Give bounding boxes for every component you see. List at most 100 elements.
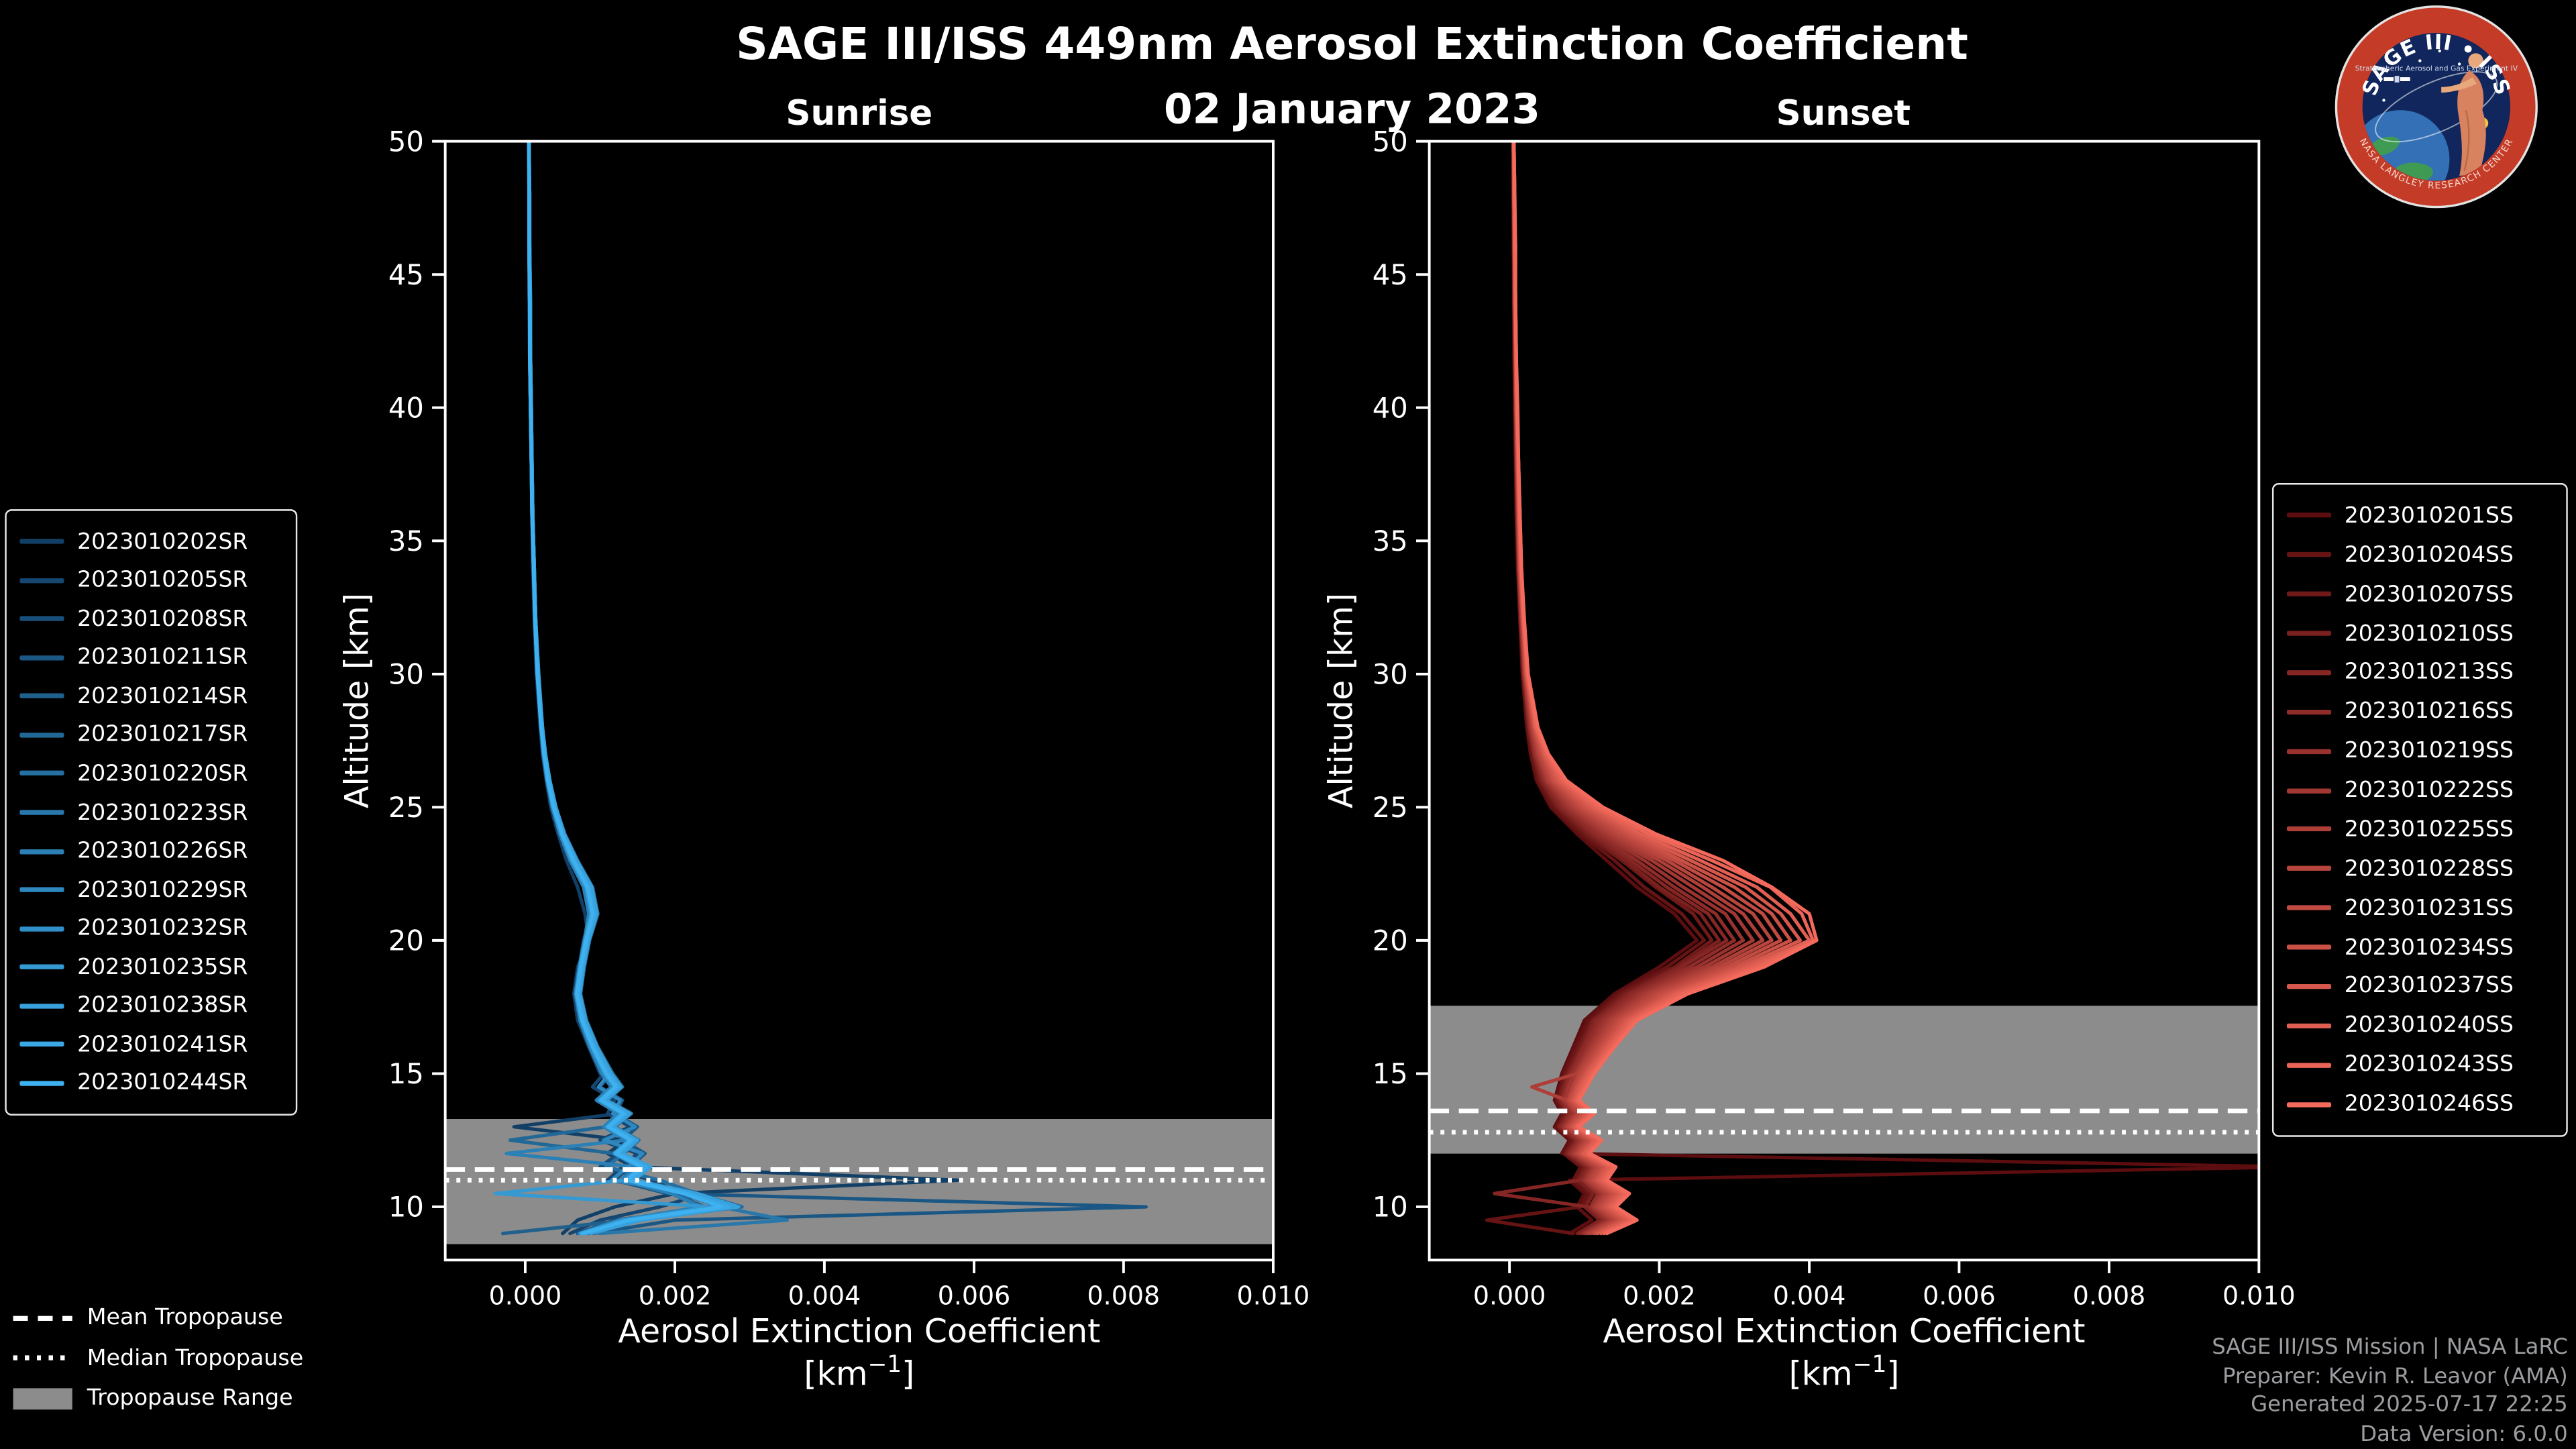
y-tick-label: 35	[1373, 525, 1408, 557]
legend-line-swatch	[19, 616, 64, 622]
legend-line-swatch	[19, 1042, 64, 1047]
legend-label: 2023010223SR	[77, 799, 248, 826]
legend-line-swatch	[2286, 1102, 2332, 1107]
legend-item: 2023010225SS	[2286, 816, 2553, 843]
legend-item: 2023010208SR	[19, 606, 282, 632]
tropopause-range-legend-item: Tropopause Range	[13, 1379, 304, 1419]
legend-line-swatch	[19, 694, 64, 699]
legend-item: 2023010213SS	[2286, 659, 2553, 686]
legend-line-swatch	[19, 849, 64, 854]
profile-line-2023010223SR	[527, 141, 789, 1236]
median-tropopause-legend-item: Median Tropopause	[13, 1338, 304, 1379]
y-tick-label: 25	[388, 791, 424, 824]
profile-line-2023010241SR	[527, 141, 731, 1236]
legend-line-swatch	[2286, 709, 2332, 714]
legend-item: 2023010204SS	[2286, 541, 2553, 568]
axes-frame	[1428, 140, 2261, 1262]
profile-line-2023010229SR	[527, 141, 729, 1236]
legend-item: 2023010237SS	[2286, 973, 2553, 1000]
profile-line-2023010244SR	[527, 141, 723, 1236]
legend-item: 2023010229SR	[19, 877, 282, 903]
y-tick-label: 45	[1373, 258, 1408, 291]
legend-item: 2023010232SR	[19, 916, 282, 942]
legend-label: 2023010237SS	[2344, 973, 2514, 1000]
legend-line-swatch	[2286, 591, 2332, 597]
legend-item: 2023010238SR	[19, 993, 282, 1019]
legend-label: 2023010220SR	[77, 760, 248, 787]
legend-item: 2023010216SS	[2286, 698, 2553, 725]
legend-line-swatch	[2286, 748, 2332, 754]
legend-item: 2023010235SR	[19, 954, 282, 980]
x-tick-label: 0.002	[1623, 1281, 1696, 1310]
legend-label: 2023010213SS	[2344, 659, 2514, 686]
legend-line-swatch	[2286, 788, 2332, 793]
legend-label: 2023010204SS	[2344, 541, 2514, 568]
legend-item: 2023010244SR	[19, 1070, 282, 1097]
legend-line-swatch	[2286, 983, 2332, 989]
legend-label: 2023010244SR	[77, 1070, 248, 1097]
earth-icon	[2362, 110, 2450, 181]
legend-line-swatch	[2286, 1023, 2332, 1028]
legend-label: 2023010202SR	[77, 528, 248, 555]
legend-item: 2023010201SS	[2286, 502, 2553, 529]
y-tick-label: 40	[1373, 391, 1408, 424]
sage-iss-logo: SAGE III • ISS Stratospheric Aerosol and…	[2334, 5, 2538, 209]
legend-item: 2023010220SR	[19, 761, 282, 787]
profile-line-2023010220SR	[527, 141, 744, 1236]
legend-item: 2023010207SS	[2286, 581, 2553, 607]
legend-line-swatch	[2286, 905, 2332, 911]
y-tick-label: 30	[1373, 657, 1408, 690]
x-tick-label: 0.002	[639, 1281, 712, 1310]
x-tick-label: 0.004	[1773, 1281, 1846, 1310]
legend-label: 2023010210SS	[2344, 620, 2514, 647]
x-tick-label: 0.006	[938, 1281, 1011, 1310]
legend-label: 2023010217SR	[77, 722, 248, 749]
legend-item: 2023010214SR	[19, 683, 282, 710]
sage-figure-icon	[2441, 53, 2486, 176]
legend-label: 2023010243SS	[2344, 1051, 2514, 1078]
y-axis-label: Altitude [km]	[1322, 593, 1360, 808]
profile-line-2023010238SR	[527, 141, 741, 1236]
legend-item: 2023010211SR	[19, 645, 282, 671]
median-tropopause-label: Median Tropopause	[87, 1345, 304, 1372]
legend-line-swatch	[19, 810, 64, 815]
x-axis-units: [km−1]	[1789, 1351, 1900, 1393]
legend-line-swatch	[19, 539, 64, 544]
x-axis-units: [km−1]	[804, 1351, 914, 1393]
orbit-path	[2375, 71, 2498, 143]
legend-label: 2023010234SS	[2344, 934, 2514, 961]
legend-label: 2023010231SS	[2344, 894, 2514, 921]
sunset-panel: 10 15 20 25 30 35 40 45 50 0.000 0.002 0.004 0.006 0.…	[1322, 125, 2296, 1393]
credit-generated: Generated 2025-07-17 22:25	[2251, 1393, 2568, 1418]
sunset-legend: 2023010201SS 2023010204SS 2023010207SS 2023…	[2271, 483, 2568, 1137]
credit-preparer: Preparer: Kevin R. Leavor (AMA)	[2222, 1364, 2568, 1389]
legend-item: 2023010202SR	[19, 529, 282, 555]
legend-label: 2023010226SR	[77, 838, 248, 865]
legend-label: 2023010214SR	[77, 683, 248, 710]
profile-line-2023010205SR	[527, 141, 707, 1236]
iss-icon	[2383, 76, 2410, 83]
y-tick-label: 25	[1373, 791, 1408, 824]
legend-item: 2023010210SS	[2286, 620, 2553, 647]
y-tick-label: 10	[1373, 1191, 1408, 1224]
y-tick-label: 50	[1373, 125, 1408, 158]
y-tick-label: 10	[388, 1191, 424, 1224]
profile-line-2023010232SR	[527, 141, 726, 1236]
mean-tropopause-label: Mean Tropopause	[87, 1305, 283, 1332]
legend-label: 2023010222SS	[2344, 777, 2514, 804]
tropopause-legend: Mean Tropopause Median Tropopause Tropop…	[13, 1298, 304, 1419]
legend-item: 2023010246SS	[2286, 1091, 2553, 1117]
credit-mission: SAGE III/ISS Mission | NASA LaRC	[2212, 1336, 2568, 1360]
legend-line-swatch	[19, 965, 64, 970]
legend-label: 2023010238SR	[77, 992, 248, 1020]
legend-item: 2023010226SR	[19, 838, 282, 864]
legend-label: 2023010208SR	[77, 605, 248, 633]
logo-subtitle: Stratospheric Aerosol and Gas Experiment…	[2355, 64, 2518, 72]
legend-line-swatch	[19, 1081, 64, 1086]
sunrise-panel-title: Sunrise	[786, 93, 933, 133]
y-tick-label: 15	[1373, 1057, 1408, 1090]
x-tick-label: 0.004	[788, 1281, 861, 1310]
x-axis-label: Aerosol Extinction Coefficient	[1603, 1312, 2085, 1350]
